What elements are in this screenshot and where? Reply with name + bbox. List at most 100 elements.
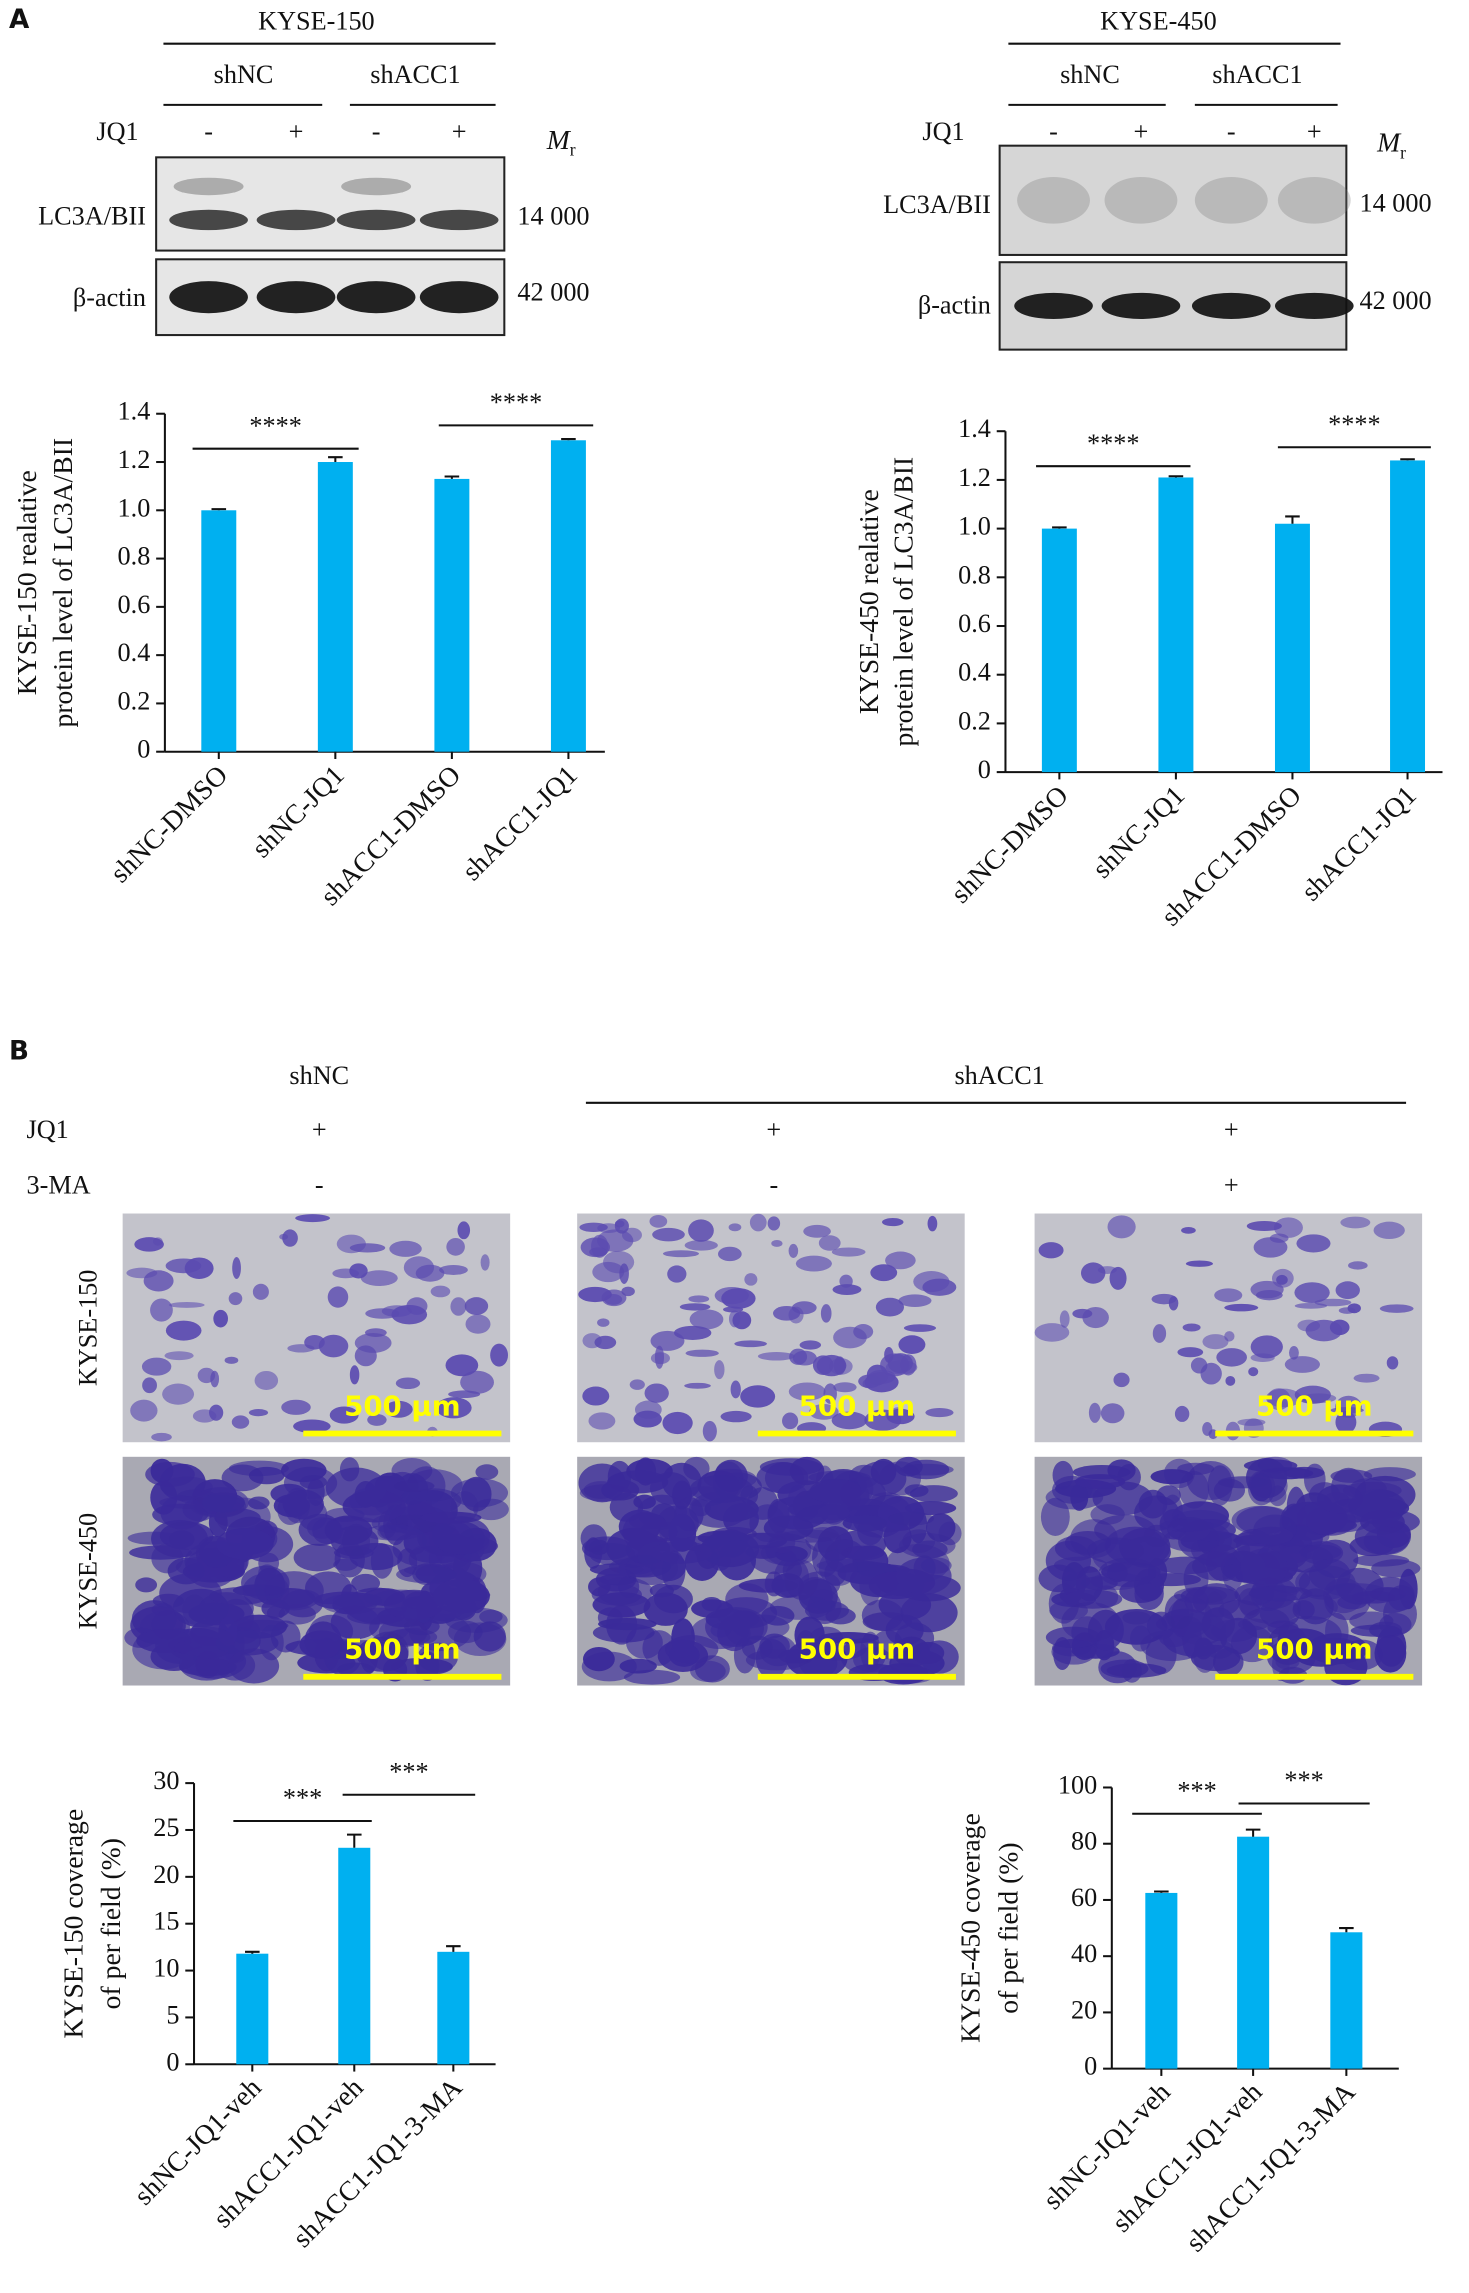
- stain: [318, 1334, 349, 1358]
- stain: [634, 1400, 662, 1419]
- condition-value: -: [769, 1170, 778, 1199]
- blot-band: [341, 177, 412, 196]
- stain: [450, 1478, 509, 1508]
- blot-band: [336, 209, 416, 231]
- stain: [649, 1215, 668, 1228]
- stain: [926, 1513, 956, 1542]
- bar: [434, 478, 470, 752]
- stain: [1250, 1473, 1272, 1502]
- stain: [788, 1243, 799, 1258]
- error-bar: [211, 508, 227, 511]
- stain: [465, 1314, 491, 1334]
- stain: [151, 1610, 183, 1640]
- stain: [327, 1286, 349, 1308]
- stain: [184, 1626, 235, 1659]
- row-label: KYSE-450: [74, 1513, 103, 1630]
- blot-band: [419, 209, 499, 231]
- bar: [1390, 460, 1426, 773]
- stain: [621, 1227, 642, 1243]
- stain: [1198, 1550, 1237, 1568]
- significance-label: ****: [490, 388, 542, 417]
- scale-bar-label: 500 µm: [799, 1633, 916, 1666]
- condition-value: +: [766, 1115, 781, 1144]
- group-label: shNC: [214, 60, 274, 89]
- stain: [912, 1540, 948, 1559]
- y-tick-label: 0.8: [958, 560, 991, 589]
- stain: [403, 1256, 435, 1279]
- significance-label: ****: [249, 411, 301, 440]
- stain: [395, 1377, 421, 1390]
- blot-band: [336, 281, 416, 314]
- stain: [1295, 1565, 1356, 1600]
- x-tick-label: shNC-DMSO: [944, 779, 1074, 909]
- stain: [684, 1240, 718, 1251]
- stain: [1296, 1234, 1331, 1253]
- stain: [887, 1353, 913, 1374]
- bar: [201, 510, 237, 752]
- mr-value: 42 000: [517, 277, 589, 306]
- stain: [1151, 1293, 1177, 1305]
- stain: [150, 1298, 173, 1322]
- stain: [823, 1383, 837, 1404]
- stain: [1090, 1572, 1143, 1591]
- stain: [1314, 1298, 1352, 1307]
- stain: [342, 1523, 371, 1559]
- stain: [270, 1620, 301, 1653]
- y-tick-label: 1.0: [958, 512, 991, 541]
- scale-bar-label: 500 µm: [344, 1633, 461, 1666]
- bar: [437, 1951, 470, 2065]
- lane-label: +: [452, 117, 467, 146]
- stain: [330, 1605, 380, 1640]
- bar: [550, 440, 586, 752]
- stain: [644, 1383, 669, 1403]
- stain: [581, 1651, 637, 1682]
- stain: [898, 1294, 932, 1307]
- stain: [1273, 1217, 1303, 1238]
- stain: [685, 1349, 719, 1357]
- stain: [1181, 1226, 1196, 1234]
- stain: [603, 1250, 635, 1274]
- stain: [1386, 1356, 1399, 1370]
- stain: [832, 1284, 862, 1295]
- blot-band: [1274, 292, 1354, 320]
- stain: [160, 1495, 204, 1530]
- stain: [833, 1356, 846, 1375]
- stain: [1216, 1348, 1247, 1367]
- stain: [1351, 1590, 1396, 1604]
- stain: [1250, 1353, 1275, 1362]
- stain: [383, 1589, 444, 1620]
- stain: [732, 1311, 752, 1330]
- stain: [164, 1351, 194, 1361]
- blot-row-label: β-actin: [918, 290, 991, 319]
- stain: [734, 1340, 767, 1348]
- stain: [184, 1257, 214, 1279]
- stain: [925, 1408, 954, 1418]
- stain: [601, 1479, 640, 1501]
- stain: [224, 1356, 239, 1364]
- stain: [336, 1234, 366, 1254]
- stain: [723, 1306, 744, 1313]
- stain: [650, 1541, 712, 1564]
- bar: [338, 1847, 371, 2065]
- stain: [626, 1458, 673, 1484]
- stain: [431, 1516, 491, 1555]
- stain: [683, 1456, 710, 1481]
- stain: [582, 1333, 602, 1349]
- bar: [317, 462, 353, 752]
- lane-label: -: [372, 117, 381, 146]
- stain: [885, 1251, 916, 1270]
- stain: [415, 1651, 440, 1681]
- mr-value: 14 000: [517, 202, 589, 231]
- stain: [1363, 1526, 1410, 1555]
- bar: [1041, 528, 1077, 773]
- stain: [1080, 1262, 1106, 1284]
- stain: [159, 1521, 214, 1551]
- stain: [421, 1511, 482, 1524]
- stain: [397, 1548, 418, 1578]
- stain: [1200, 1362, 1222, 1385]
- stain: [165, 1320, 202, 1341]
- stain: [145, 1461, 195, 1487]
- stain: [1299, 1544, 1342, 1560]
- stain: [1276, 1274, 1288, 1285]
- stain: [281, 1399, 311, 1415]
